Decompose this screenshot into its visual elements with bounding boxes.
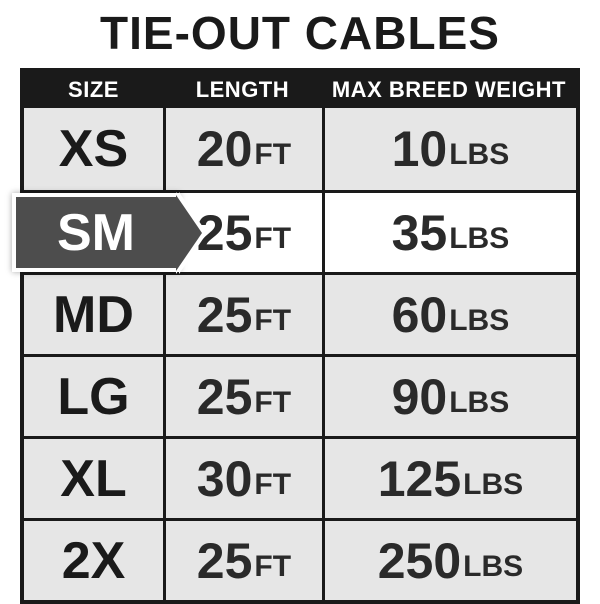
- weight-value: 60: [392, 290, 448, 340]
- weight-value: 125: [378, 454, 461, 504]
- header-length: LENGTH: [163, 72, 322, 108]
- weight-cell: 35LBS: [322, 193, 576, 272]
- length-unit: FT: [254, 388, 291, 418]
- weight-cell: 10LBS: [322, 108, 576, 190]
- length-value: 25: [197, 208, 253, 258]
- table-row: MD25FT60LBS: [24, 272, 576, 354]
- length-cell: 25FT: [163, 275, 322, 354]
- size-label: XS: [59, 119, 128, 179]
- weight-cell: 60LBS: [322, 275, 576, 354]
- weight-unit: LBS: [463, 552, 523, 582]
- length-value: 30: [197, 454, 253, 504]
- size-label: LG: [57, 367, 129, 427]
- length-value: 25: [197, 536, 253, 586]
- table-row: 2X25FT250LBS: [24, 518, 576, 600]
- size-label: XL: [60, 449, 126, 509]
- weight-cell: 90LBS: [322, 357, 576, 436]
- length-cell: 20FT: [163, 108, 322, 190]
- length-value: 25: [197, 372, 253, 422]
- weight-value: 10: [392, 124, 448, 174]
- length-unit: FT: [254, 140, 291, 170]
- length-unit: FT: [254, 470, 291, 500]
- length-cell: 25FT: [163, 357, 322, 436]
- header-weight: MAX BREED WEIGHT: [322, 72, 576, 108]
- weight-unit: LBS: [449, 224, 509, 254]
- size-label: SM: [57, 203, 135, 263]
- size-highlight-badge: SM: [12, 193, 180, 272]
- size-cell: MD: [24, 275, 163, 354]
- length-cell: 25FT: [163, 521, 322, 600]
- sizing-table: SIZE LENGTH MAX BREED WEIGHT XS20FT10LBS…: [20, 68, 580, 604]
- weight-value: 90: [392, 372, 448, 422]
- size-cell: XS: [24, 108, 163, 190]
- size-cell: XL: [24, 439, 163, 518]
- weight-value: 35: [392, 208, 448, 258]
- length-cell: 30FT: [163, 439, 322, 518]
- length-unit: FT: [254, 552, 291, 582]
- table-row: XS20FT10LBS: [24, 108, 576, 190]
- weight-unit: LBS: [449, 140, 509, 170]
- size-label: 2X: [62, 531, 126, 591]
- page-title: TIE-OUT CABLES: [100, 6, 500, 60]
- weight-unit: LBS: [449, 388, 509, 418]
- weight-value: 250: [378, 536, 461, 586]
- table-row: LG25FT90LBS: [24, 354, 576, 436]
- size-cell: LG: [24, 357, 163, 436]
- header-size: SIZE: [24, 72, 163, 108]
- table-header-row: SIZE LENGTH MAX BREED WEIGHT: [24, 72, 576, 108]
- weight-cell: 125LBS: [322, 439, 576, 518]
- size-cell: 2X: [24, 521, 163, 600]
- length-unit: FT: [254, 224, 291, 254]
- length-unit: FT: [254, 306, 291, 336]
- size-cell: SM: [24, 193, 163, 272]
- table-row: XL30FT125LBS: [24, 436, 576, 518]
- size-label: MD: [53, 285, 134, 345]
- table-row: SM 25FT 35LBS: [24, 190, 576, 272]
- weight-cell: 250LBS: [322, 521, 576, 600]
- weight-unit: LBS: [449, 306, 509, 336]
- length-value: 20: [197, 124, 253, 174]
- weight-unit: LBS: [463, 470, 523, 500]
- length-value: 25: [197, 290, 253, 340]
